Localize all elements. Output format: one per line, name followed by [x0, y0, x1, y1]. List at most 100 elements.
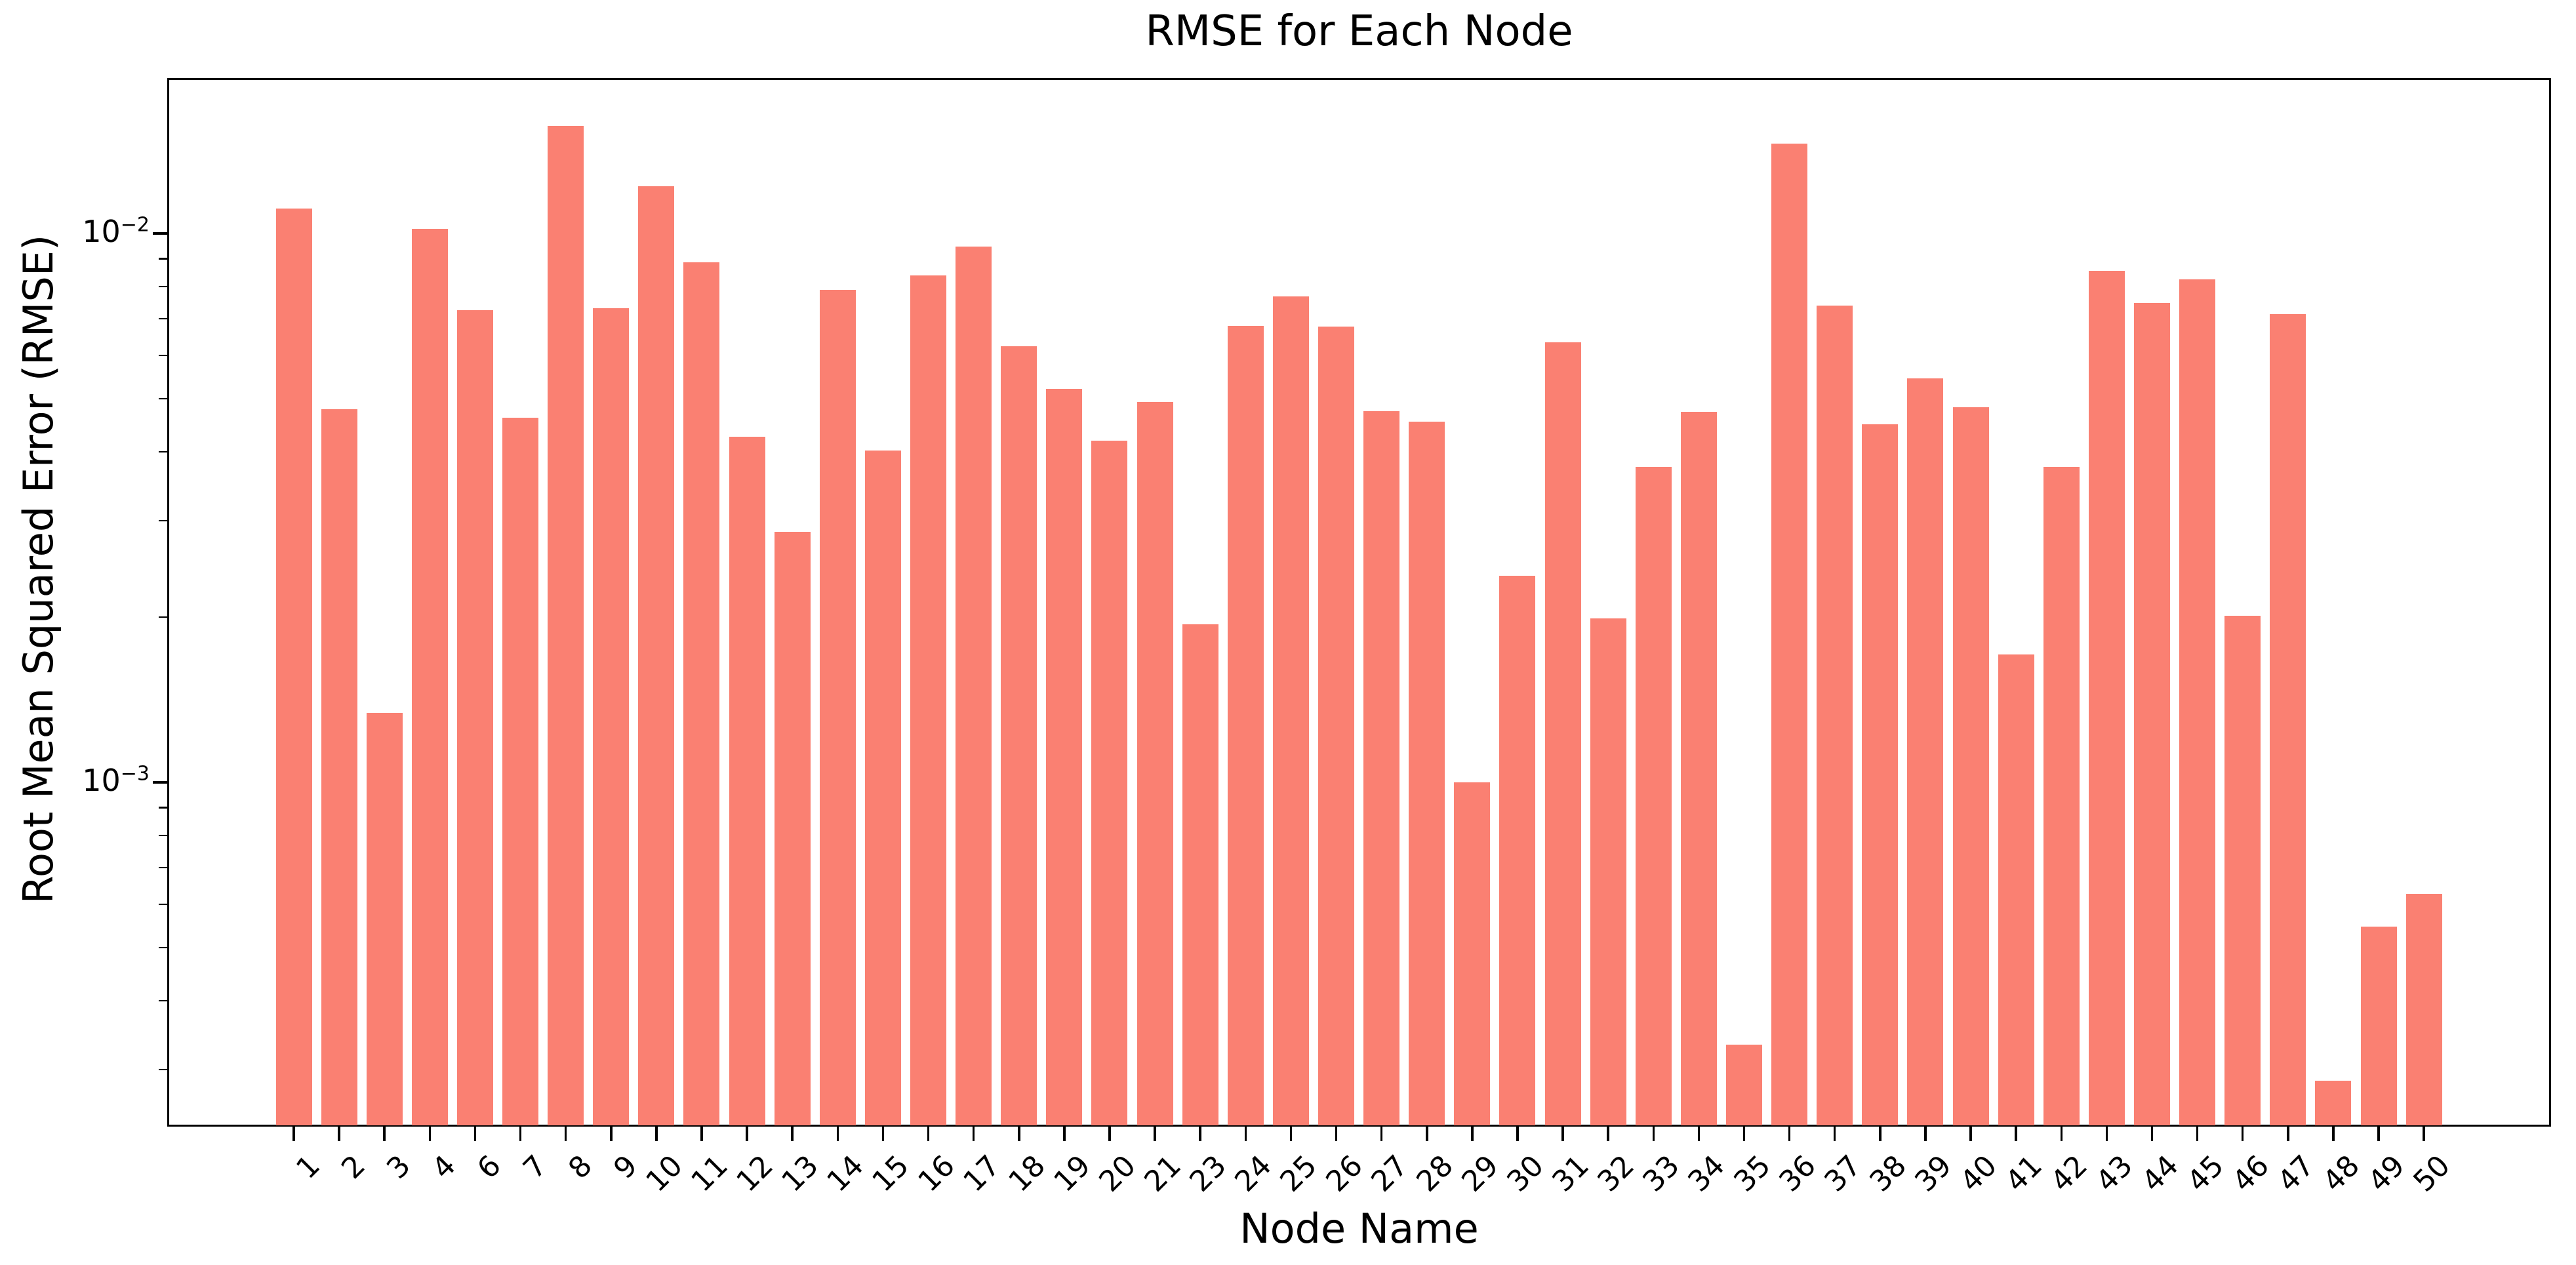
x-tick-label: 40	[1954, 1148, 2004, 1199]
y-minor-tick	[159, 354, 167, 357]
x-tick-label: 3	[380, 1148, 418, 1186]
x-tick-label: 38	[1863, 1148, 1913, 1199]
x-tick-label: 48	[2316, 1148, 2366, 1199]
bar-node-28	[1409, 422, 1445, 1125]
x-tick	[428, 1127, 432, 1141]
bar-node-16	[910, 275, 947, 1125]
bar-node-32	[1590, 618, 1626, 1125]
x-tick-label: 24	[1228, 1148, 1279, 1199]
bar-node-2	[321, 409, 357, 1125]
x-tick-label: 41	[1999, 1148, 2049, 1199]
x-tick-label: 20	[1093, 1148, 1142, 1199]
bar-node-13	[774, 532, 811, 1125]
y-minor-tick	[159, 285, 167, 288]
x-tick-label: 30	[1500, 1148, 1550, 1199]
y-tick-label: 10−3	[82, 762, 150, 799]
x-tick	[1426, 1127, 1428, 1141]
bar-node-26	[1318, 326, 1355, 1125]
bar-node-39	[1907, 378, 1944, 1125]
x-tick	[972, 1127, 975, 1141]
x-tick	[1561, 1127, 1564, 1141]
x-tick	[2015, 1127, 2017, 1141]
x-tick	[746, 1127, 748, 1141]
x-tick	[1697, 1127, 1701, 1141]
x-tick	[1516, 1127, 1519, 1141]
x-tick-label: 44	[2135, 1148, 2185, 1199]
x-tick-label: 35	[1727, 1148, 1777, 1199]
x-tick	[836, 1127, 839, 1141]
x-tick-label: 10	[639, 1148, 689, 1199]
x-tick-label: 29	[1455, 1148, 1505, 1199]
x-tick-label: 45	[2180, 1148, 2230, 1199]
x-tick	[564, 1127, 567, 1141]
x-tick-label: 6	[471, 1148, 508, 1186]
x-tick-label: 9	[607, 1148, 644, 1186]
x-tick	[1335, 1127, 1338, 1141]
x-tick	[2060, 1127, 2063, 1141]
bar-node-7	[502, 417, 539, 1125]
x-tick-label: 16	[911, 1148, 961, 1199]
x-tick-label: 37	[1818, 1148, 1868, 1199]
x-tick	[610, 1127, 613, 1141]
bar-node-20	[1091, 441, 1128, 1125]
y-minor-tick	[159, 397, 167, 400]
x-tick-label: 46	[2226, 1148, 2276, 1199]
y-minor-tick	[159, 258, 167, 260]
bar-node-30	[1499, 575, 1536, 1125]
y-tick-label: 10−2	[82, 213, 150, 250]
x-tick-label: 33	[1636, 1148, 1687, 1199]
x-tick-label: 14	[820, 1148, 871, 1199]
x-tick-label: 15	[866, 1148, 916, 1199]
x-tick-label: 18	[1002, 1148, 1052, 1199]
x-tick	[292, 1127, 295, 1141]
bar-node-9	[593, 308, 630, 1125]
bar-node-38	[1862, 424, 1899, 1125]
x-tick	[927, 1127, 930, 1141]
bar-node-17	[956, 247, 992, 1125]
x-tick	[700, 1127, 703, 1141]
y-minor-tick	[159, 451, 167, 453]
x-tick	[1154, 1127, 1156, 1141]
y-minor-tick	[159, 999, 167, 1002]
x-tick-label: 50	[2407, 1148, 2457, 1199]
x-tick-label: 19	[1047, 1148, 1097, 1199]
y-minor-tick	[159, 807, 167, 809]
bar-node-11	[683, 262, 720, 1125]
bar-node-4	[411, 228, 448, 1125]
x-tick-label: 43	[2089, 1148, 2140, 1199]
x-tick	[1969, 1127, 1972, 1141]
x-tick-label: 34	[1681, 1148, 1732, 1199]
x-tick	[881, 1127, 885, 1141]
x-tick-label: 36	[1772, 1148, 1822, 1199]
y-minor-tick	[159, 519, 167, 522]
bar-node-42	[2043, 466, 2080, 1125]
bar-node-6	[456, 310, 493, 1125]
x-tick	[1924, 1127, 1927, 1141]
x-tick	[2241, 1127, 2244, 1141]
bar-node-12	[729, 437, 765, 1125]
bar-node-37	[1817, 306, 1853, 1125]
bar-node-36	[1771, 143, 1808, 1125]
x-tick-label: 23	[1183, 1148, 1234, 1199]
bar-node-1	[275, 209, 312, 1125]
x-tick	[1380, 1127, 1383, 1141]
x-tick-label: 4	[426, 1148, 463, 1186]
y-major-tick	[153, 232, 167, 235]
x-tick	[1289, 1127, 1293, 1141]
x-tick	[1471, 1127, 1474, 1141]
bar-node-24	[1227, 326, 1264, 1125]
y-minor-tick	[159, 903, 167, 906]
x-tick	[1108, 1127, 1111, 1141]
x-tick	[791, 1127, 794, 1141]
x-tick-label: 17	[956, 1148, 1007, 1199]
x-tick-label: 21	[1138, 1148, 1188, 1199]
bar-node-34	[1680, 412, 1717, 1125]
x-tick	[2105, 1127, 2108, 1141]
x-tick	[383, 1127, 386, 1141]
bar-node-48	[2315, 1081, 2352, 1125]
x-tick	[1788, 1127, 1791, 1141]
bar-node-49	[2360, 927, 2397, 1125]
x-tick-label: 11	[685, 1148, 735, 1199]
x-tick	[1063, 1127, 1066, 1141]
